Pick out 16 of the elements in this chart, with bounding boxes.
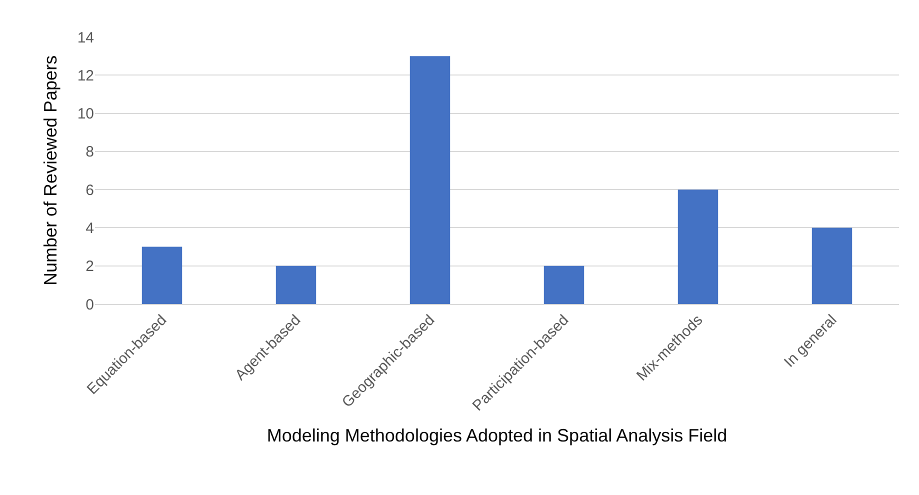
bar (544, 266, 584, 304)
y-axis-title: Number of Reviewed Papers (40, 55, 61, 286)
y-tick-label: 8 (86, 144, 94, 161)
y-tick-label: 4 (86, 220, 94, 237)
bar (812, 228, 852, 304)
bar (142, 246, 182, 304)
y-tick-label: 12 (77, 67, 94, 84)
y-tick-label: 10 (77, 106, 94, 123)
x-axis-title: Modeling Methodologies Adopted in Spatial Analysis Field (266, 426, 728, 446)
y-tick-label: 2 (86, 258, 94, 276)
y-tick-label: 6 (86, 182, 94, 199)
y-tick-label: 0 (86, 296, 94, 314)
bar (276, 266, 316, 304)
y-tick-label: 14 (77, 29, 94, 46)
bar (678, 190, 718, 304)
bar (410, 56, 450, 304)
